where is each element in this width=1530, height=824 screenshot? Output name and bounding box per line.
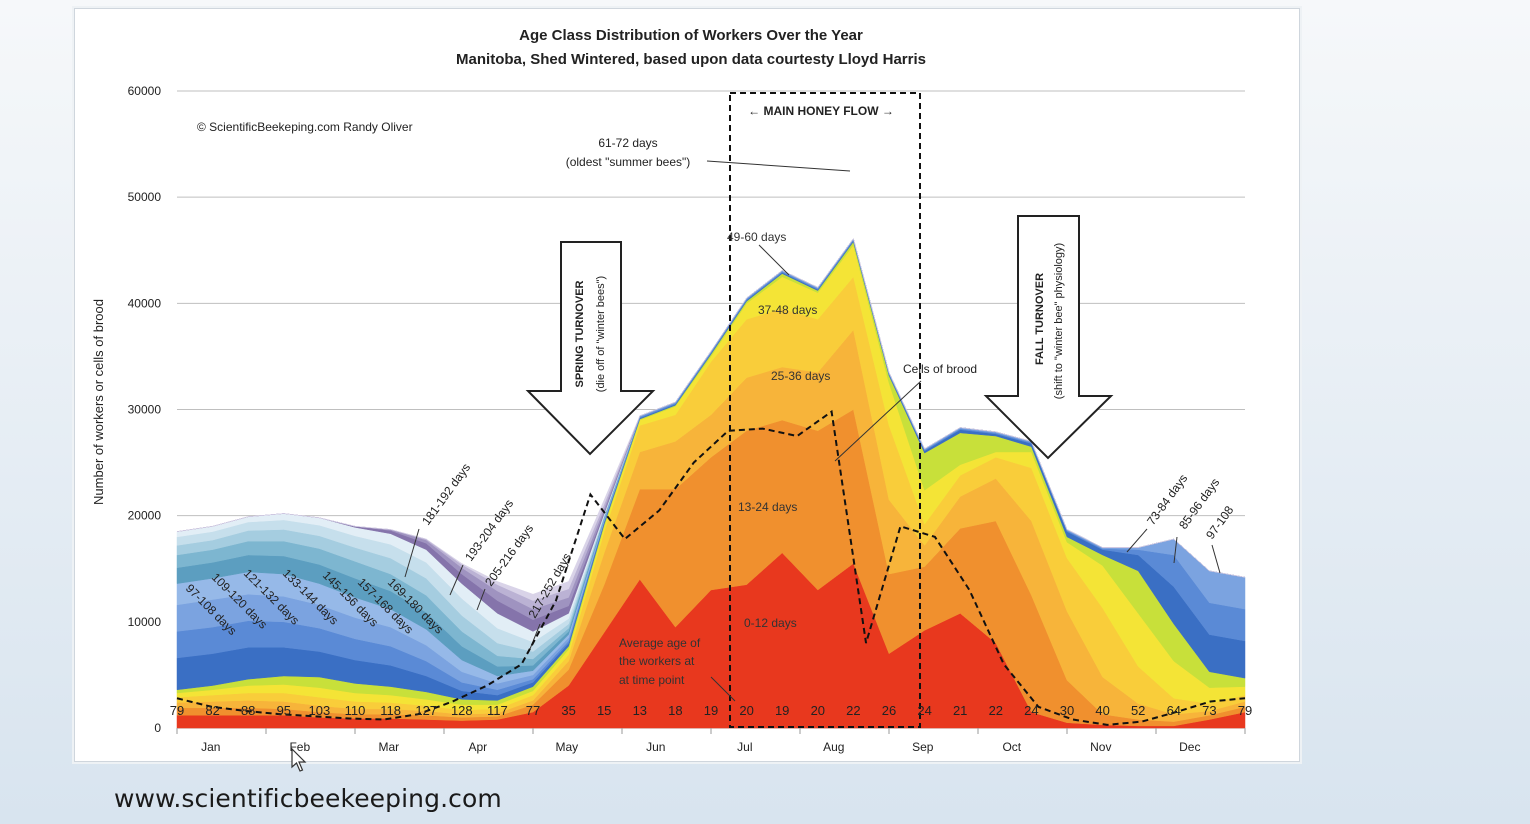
- month-label: Mar: [378, 740, 399, 754]
- avg-age-label: 19: [704, 703, 718, 718]
- area-217-252-days: [176, 238, 1246, 601]
- avg-age-label: 18: [668, 703, 682, 718]
- avg-age-label: 24: [1024, 703, 1038, 718]
- oldest-bees-label: 61-72 days: [598, 136, 657, 150]
- chart-slide: 0 10000 20000 30000 40000 50000 60000 Jan Feb Ma…: [74, 8, 1300, 762]
- month-label: Dec: [1179, 740, 1200, 754]
- fall-turnover-title: FALL TURNOVER: [1034, 273, 1046, 365]
- avg-age-note-1: Average age of: [619, 636, 701, 650]
- y-tick-label: 10000: [128, 615, 162, 629]
- avg-age-label: 79: [170, 703, 184, 718]
- copyright-note: © ScientificBeekeping.com Randy Oliver: [197, 120, 413, 134]
- y-tick-label: 0: [154, 721, 161, 735]
- fall-turnover-note: (shift to "winter bee" physiology): [1053, 243, 1065, 399]
- month-label: Feb: [289, 740, 310, 754]
- avg-age-label: 128: [451, 703, 473, 718]
- cells-of-brood-line: [176, 409, 1246, 726]
- avg-age-label: 20: [811, 703, 825, 718]
- avg-age-leader: [710, 676, 736, 702]
- label-49-60: 49-60 days: [727, 230, 786, 244]
- avg-age-label: 82: [205, 703, 219, 718]
- avg-age-label: 22: [989, 703, 1003, 718]
- chart-subtitle: Manitoba, Shed Wintered, based upon data…: [456, 51, 926, 68]
- month-label: Sep: [912, 740, 934, 754]
- avg-age-label: 21: [953, 703, 967, 718]
- month-label: Aug: [823, 740, 844, 754]
- month-label: May: [555, 740, 578, 754]
- average-age-labels: 79 82 88 95 103 110 118 127 128 117 77 35 15 13 18 19 20…: [170, 703, 1252, 718]
- month-label: Jun: [646, 740, 665, 754]
- avg-age-label: 40: [1095, 703, 1109, 718]
- mouse-cursor-icon: [291, 748, 307, 772]
- avg-age-label: 52: [1131, 703, 1145, 718]
- avg-age-note-3: at time point: [619, 673, 685, 687]
- spring-turnover-title: SPRING TURNOVER: [574, 280, 586, 387]
- avg-age-label: 79: [1238, 703, 1252, 718]
- label-13-24: 13-24 days: [738, 500, 797, 514]
- leader-85: [1173, 536, 1178, 564]
- month-label: Jan: [201, 740, 220, 754]
- avg-age-label: 13: [633, 703, 647, 718]
- avg-age-label: 30: [1060, 703, 1074, 718]
- fall-turnover-arrow: [983, 215, 1114, 460]
- avg-age-label: 110: [345, 703, 366, 718]
- spring-turnover-arrow: [525, 241, 656, 456]
- x-tick-marks: [176, 728, 1246, 734]
- leader-49-60: [758, 244, 790, 276]
- avg-age-label: 73: [1202, 703, 1216, 718]
- avg-age-label: 117: [487, 703, 508, 718]
- oldest-bees-leader: [706, 160, 851, 172]
- avg-age-label: 24: [917, 703, 931, 718]
- avg-age-label: 26: [882, 703, 896, 718]
- honey-flow-box: [729, 92, 921, 728]
- avg-age-label: 64: [1167, 703, 1181, 718]
- y-axis-label: Number of workers or cells of brood: [91, 299, 106, 505]
- month-label: Apr: [468, 740, 487, 754]
- month-labels: Jan Feb Mar Apr May Jun Jul Aug Sep Oct Nov Dec: [201, 740, 1200, 754]
- label-0-12: 0-12 days: [744, 616, 797, 630]
- y-tick-label: 40000: [128, 296, 162, 310]
- area-layers: [176, 238, 1246, 729]
- avg-age-label: 103: [309, 703, 331, 718]
- age-class-area-chart: 0 10000 20000 30000 40000 50000 60000 Jan Feb Ma…: [91, 27, 1252, 754]
- leader-181: [404, 528, 420, 578]
- avg-age-label: 15: [597, 703, 611, 718]
- leader-205: [476, 588, 486, 611]
- avg-age-note-2: the workers at: [619, 654, 695, 668]
- spring-turnover-note: (die off of "winter bees"): [595, 276, 607, 392]
- label-25-36: 25-36 days: [771, 369, 830, 383]
- label-181-192: 181-192 days: [419, 461, 473, 528]
- avg-age-label: 95: [277, 703, 291, 718]
- avg-age-label: 127: [415, 703, 437, 718]
- avg-age-label: 77: [526, 703, 540, 718]
- month-label: Oct: [1002, 740, 1021, 754]
- y-tick-label: 20000: [128, 509, 162, 523]
- brood-leader: [834, 380, 922, 462]
- month-label: Nov: [1090, 740, 1111, 754]
- y-tick-label: 50000: [128, 190, 162, 204]
- y-tick-label: 60000: [128, 84, 162, 98]
- label-97-108-right: 97-108: [1203, 503, 1236, 542]
- avg-age-label: 22: [846, 703, 860, 718]
- leader-97b: [1211, 544, 1221, 574]
- leader-193: [449, 564, 464, 596]
- leader-73: [1126, 528, 1148, 553]
- label-37-48: 37-48 days: [758, 303, 817, 317]
- avg-age-label: 20: [739, 703, 753, 718]
- avg-age-label: 118: [380, 703, 401, 718]
- month-label: Jul: [737, 740, 752, 754]
- avg-age-label: 35: [561, 703, 575, 718]
- oldest-bees-note: (oldest "summer bees"): [566, 155, 691, 169]
- avg-age-label: 88: [241, 703, 255, 718]
- y-tick-labels: 0 10000 20000 30000 40000 50000 60000: [128, 84, 162, 735]
- avg-age-label: 19: [775, 703, 789, 718]
- chart-title: Age Class Distribution of Workers Over t…: [519, 27, 863, 44]
- brood-label: Cells of brood: [903, 362, 977, 376]
- brood-dashed-line: [176, 409, 1246, 726]
- footer-url[interactable]: www.scientificbeekeeping.com: [114, 784, 502, 813]
- honey-flow-label: ← MAIN HONEY FLOW →: [748, 104, 894, 118]
- y-tick-label: 30000: [128, 403, 162, 417]
